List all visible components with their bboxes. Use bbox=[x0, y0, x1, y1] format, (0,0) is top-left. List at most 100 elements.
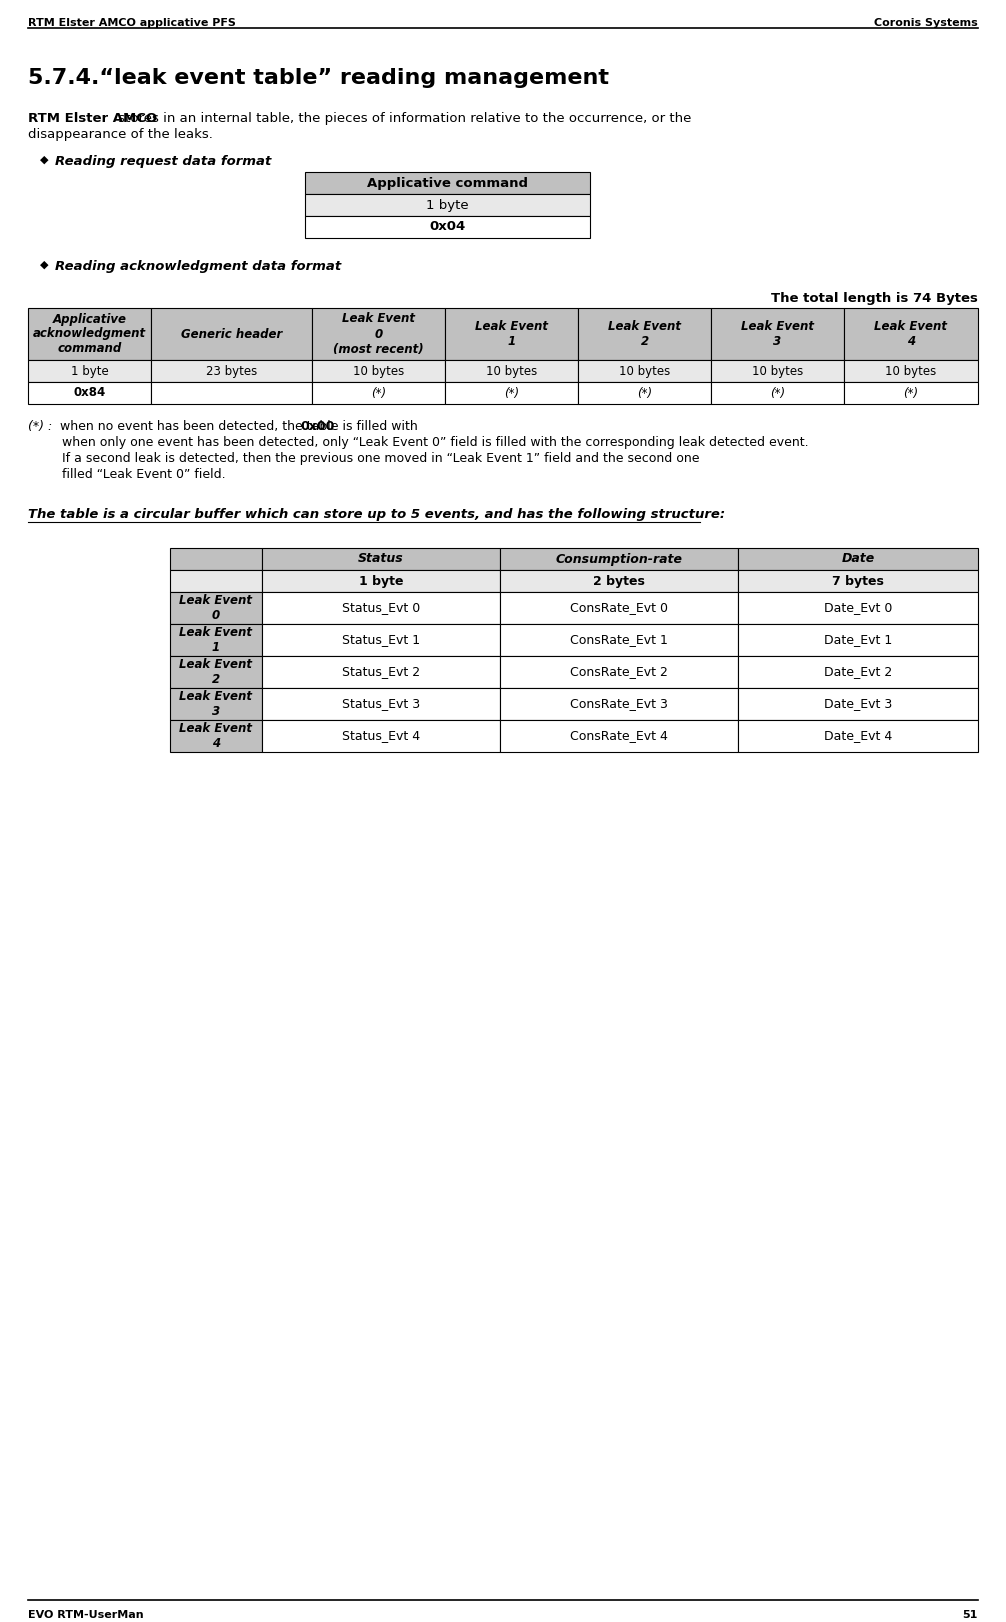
Bar bbox=[170, 569, 262, 592]
Text: Date_Evt 3: Date_Evt 3 bbox=[824, 697, 892, 710]
Bar bbox=[844, 360, 978, 383]
Text: Date: Date bbox=[841, 553, 874, 566]
Text: 0x00: 0x00 bbox=[300, 420, 334, 433]
Text: Status_Evt 1: Status_Evt 1 bbox=[342, 634, 421, 647]
Text: Leak Event
1: Leak Event 1 bbox=[179, 626, 253, 654]
Text: RTM Elster AMCO: RTM Elster AMCO bbox=[28, 112, 157, 125]
Bar bbox=[151, 383, 312, 404]
Text: Leak Event
1: Leak Event 1 bbox=[475, 320, 548, 349]
Text: ◆: ◆ bbox=[40, 156, 48, 165]
Bar bbox=[170, 624, 262, 655]
Bar bbox=[262, 655, 500, 688]
Text: Reading request data format: Reading request data format bbox=[55, 156, 272, 169]
Bar bbox=[262, 592, 500, 624]
Bar bbox=[711, 383, 844, 404]
Text: Applicative
acknowledgment
command: Applicative acknowledgment command bbox=[33, 313, 146, 355]
Text: ConsRate_Evt 1: ConsRate_Evt 1 bbox=[570, 634, 668, 647]
Bar bbox=[262, 569, 500, 592]
Bar bbox=[500, 592, 738, 624]
Text: ConsRate_Evt 4: ConsRate_Evt 4 bbox=[570, 730, 668, 743]
Text: 10 bytes: 10 bytes bbox=[486, 365, 537, 378]
Bar bbox=[170, 548, 262, 569]
Text: Leak Event
2: Leak Event 2 bbox=[179, 659, 253, 686]
Text: Applicative command: Applicative command bbox=[367, 177, 528, 190]
Text: (*): (*) bbox=[770, 386, 785, 399]
Text: 0x04: 0x04 bbox=[430, 221, 466, 234]
Bar bbox=[500, 569, 738, 592]
Text: Reading acknowledgment data format: Reading acknowledgment data format bbox=[55, 260, 341, 272]
Text: (*): (*) bbox=[371, 386, 386, 399]
Text: Leak Event
3: Leak Event 3 bbox=[741, 320, 814, 349]
Bar bbox=[170, 688, 262, 720]
Text: Date_Evt 1: Date_Evt 1 bbox=[824, 634, 892, 647]
Bar bbox=[500, 655, 738, 688]
Text: 1 byte: 1 byte bbox=[70, 365, 109, 378]
Text: 10 bytes: 10 bytes bbox=[619, 365, 670, 378]
Text: Leak Event
2: Leak Event 2 bbox=[608, 320, 681, 349]
Text: Status_Evt 0: Status_Evt 0 bbox=[342, 602, 421, 615]
Bar bbox=[262, 720, 500, 753]
Bar bbox=[28, 360, 151, 383]
Text: The table is a circular buffer which can store up to 5 events, and has the follo: The table is a circular buffer which can… bbox=[28, 508, 725, 521]
Bar bbox=[262, 548, 500, 569]
Bar bbox=[500, 548, 738, 569]
Text: (*): (*) bbox=[637, 386, 652, 399]
Bar bbox=[305, 172, 590, 195]
Text: Leak Event
3: Leak Event 3 bbox=[179, 689, 253, 719]
Text: when no event has been detected, the table is filled with: when no event has been detected, the tab… bbox=[56, 420, 422, 433]
Text: 0x84: 0x84 bbox=[73, 386, 106, 399]
Text: ◆: ◆ bbox=[40, 260, 48, 269]
Bar bbox=[28, 308, 151, 360]
Bar bbox=[711, 308, 844, 360]
Text: 51: 51 bbox=[963, 1611, 978, 1620]
Bar bbox=[500, 624, 738, 655]
Bar bbox=[738, 592, 978, 624]
Text: Coronis Systems: Coronis Systems bbox=[874, 18, 978, 28]
Text: 1 byte: 1 byte bbox=[427, 198, 469, 211]
Text: ConsRate_Evt 0: ConsRate_Evt 0 bbox=[570, 602, 668, 615]
Bar bbox=[151, 360, 312, 383]
Text: Leak Event
0
(most recent): Leak Event 0 (most recent) bbox=[333, 313, 424, 355]
Text: Date_Evt 2: Date_Evt 2 bbox=[824, 665, 892, 678]
Text: If a second leak is detected, then the previous one moved in “Leak Event 1” fiel: If a second leak is detected, then the p… bbox=[62, 453, 699, 466]
Text: Status_Evt 4: Status_Evt 4 bbox=[342, 730, 421, 743]
Bar bbox=[738, 688, 978, 720]
Bar bbox=[445, 360, 578, 383]
Bar bbox=[445, 308, 578, 360]
Text: EVO RTM-UserMan: EVO RTM-UserMan bbox=[28, 1611, 144, 1620]
Bar bbox=[305, 195, 590, 216]
Bar bbox=[711, 360, 844, 383]
Bar bbox=[500, 688, 738, 720]
Bar bbox=[312, 360, 445, 383]
Text: filled “Leak Event 0” field.: filled “Leak Event 0” field. bbox=[62, 469, 225, 482]
Text: (*) :: (*) : bbox=[28, 420, 52, 433]
Bar bbox=[151, 308, 312, 360]
Bar bbox=[170, 720, 262, 753]
Text: 10 bytes: 10 bytes bbox=[885, 365, 937, 378]
Text: ConsRate_Evt 3: ConsRate_Evt 3 bbox=[570, 697, 668, 710]
Text: disappearance of the leaks.: disappearance of the leaks. bbox=[28, 128, 213, 141]
Text: Generic header: Generic header bbox=[181, 328, 282, 341]
Text: Leak Event
4: Leak Event 4 bbox=[874, 320, 948, 349]
Text: when only one event has been detected, only “Leak Event 0” field is filled with : when only one event has been detected, o… bbox=[62, 436, 809, 449]
Bar bbox=[578, 383, 711, 404]
Bar bbox=[312, 308, 445, 360]
Text: 10 bytes: 10 bytes bbox=[353, 365, 404, 378]
Bar bbox=[738, 655, 978, 688]
Bar bbox=[312, 383, 445, 404]
Text: Status: Status bbox=[358, 553, 403, 566]
Bar bbox=[578, 360, 711, 383]
Bar bbox=[738, 624, 978, 655]
Bar bbox=[844, 308, 978, 360]
Text: 1 byte: 1 byte bbox=[359, 574, 403, 587]
Text: .: . bbox=[330, 420, 334, 433]
Bar bbox=[170, 592, 262, 624]
Text: (*): (*) bbox=[903, 386, 918, 399]
Text: The total length is 74 Bytes: The total length is 74 Bytes bbox=[772, 292, 978, 305]
Text: 7 bytes: 7 bytes bbox=[832, 574, 884, 587]
Text: 2 bytes: 2 bytes bbox=[594, 574, 645, 587]
Text: 10 bytes: 10 bytes bbox=[751, 365, 803, 378]
Bar bbox=[844, 383, 978, 404]
Bar bbox=[738, 548, 978, 569]
Text: Leak Event
4: Leak Event 4 bbox=[179, 722, 253, 749]
